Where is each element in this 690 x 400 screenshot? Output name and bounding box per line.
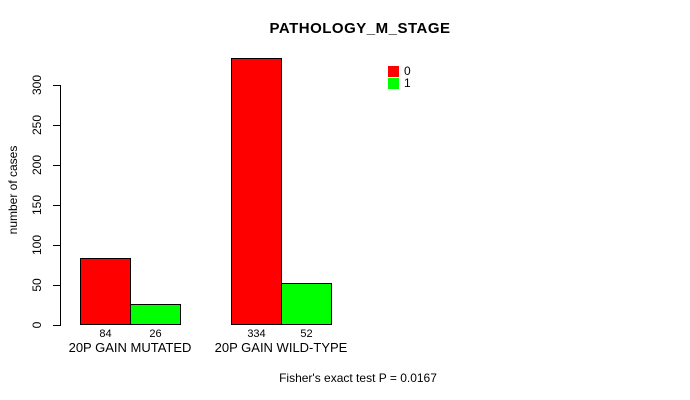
- category-label: 20P GAIN MUTATED: [68, 340, 192, 355]
- bar-1: [130, 304, 181, 325]
- y-axis-label: number of cases: [6, 145, 20, 235]
- bar-value-label: 334: [247, 328, 266, 340]
- y-tick-mark: [53, 205, 60, 206]
- bar-1: [281, 283, 332, 325]
- legend-swatch-icon: [388, 65, 399, 77]
- legend-swatch-icon: [388, 77, 399, 89]
- bar-value-label: 26: [149, 328, 162, 340]
- y-axis-line: [60, 85, 61, 326]
- y-tick-mark: [53, 125, 60, 126]
- y-tick-label: 300: [30, 74, 44, 96]
- y-tick-mark: [53, 245, 60, 246]
- y-tick-mark: [53, 165, 60, 166]
- chart-title: PATHOLOGY_M_STAGE: [269, 20, 451, 37]
- legend-label: 1: [404, 75, 411, 90]
- y-tick-label: 0: [30, 321, 44, 329]
- y-tick-label: 100: [30, 234, 44, 256]
- legend-item: 0: [388, 65, 411, 77]
- bar-value-label: 52: [300, 328, 313, 340]
- y-tick-mark: [53, 325, 60, 326]
- y-tick-label: 250: [30, 114, 44, 136]
- fisher-test-footnote: Fisher's exact test P = 0.0167: [279, 371, 437, 385]
- y-tick-label: 150: [30, 194, 44, 216]
- legend-label: 0: [404, 63, 411, 78]
- y-tick-mark: [53, 85, 60, 86]
- category-label: 20P GAIN WILD-TYPE: [214, 340, 348, 355]
- bar-0: [80, 258, 131, 325]
- y-tick-label: 50: [30, 278, 44, 292]
- y-tick-label: 200: [30, 154, 44, 176]
- legend-item: 1: [388, 77, 411, 89]
- bar-value-label: 84: [99, 328, 112, 340]
- bar-0: [231, 58, 282, 325]
- y-tick-mark: [53, 285, 60, 286]
